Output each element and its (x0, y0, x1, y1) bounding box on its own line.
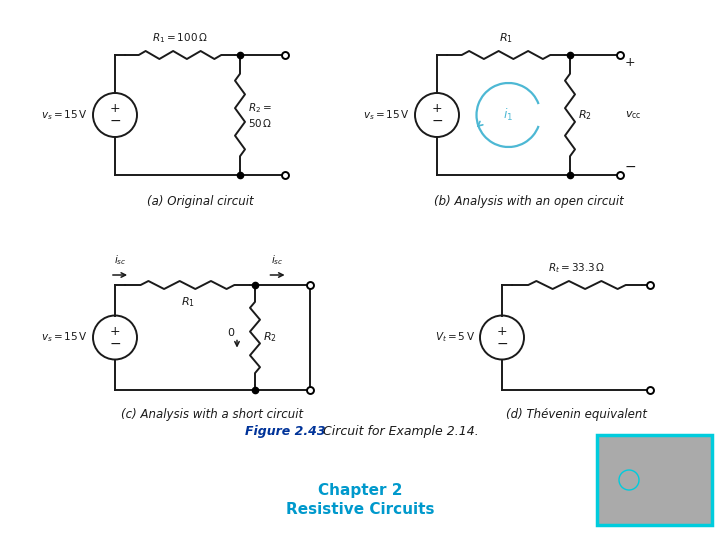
Text: −: − (109, 114, 121, 128)
Text: $R_t = 33.3\,\Omega$: $R_t = 33.3\,\Omega$ (549, 261, 606, 275)
Text: +: + (497, 325, 508, 338)
Text: Resistive Circuits: Resistive Circuits (286, 503, 434, 517)
Text: −: − (431, 114, 443, 128)
Text: $v_s = 15\,\mathrm{V}$: $v_s = 15\,\mathrm{V}$ (41, 330, 88, 345)
Text: 0: 0 (227, 327, 234, 338)
Text: (d) Thévenin equivalent: (d) Thévenin equivalent (505, 408, 647, 421)
Text: (b) Analysis with an open circuit: (b) Analysis with an open circuit (433, 195, 624, 208)
Text: $R_1$: $R_1$ (499, 31, 513, 45)
Text: $R_2$: $R_2$ (263, 330, 277, 345)
Text: Chapter 2: Chapter 2 (318, 483, 402, 497)
Text: $R_2 =$
$50\,\Omega$: $R_2 =$ $50\,\Omega$ (248, 101, 272, 129)
Text: $v_{\mathrm{cc}}$: $v_{\mathrm{cc}}$ (625, 109, 642, 121)
Text: $v_s = 15\,\mathrm{V}$: $v_s = 15\,\mathrm{V}$ (41, 108, 88, 122)
Text: $i_1$: $i_1$ (503, 107, 513, 123)
Text: +: + (432, 103, 442, 116)
Bar (597, 435, 712, 525)
Text: Figure 2.43: Figure 2.43 (245, 425, 325, 438)
Text: $i_{sc}$: $i_{sc}$ (114, 253, 126, 267)
Text: $V_t = 5\,\mathrm{V}$: $V_t = 5\,\mathrm{V}$ (435, 330, 475, 345)
Text: Circuit for Example 2.14.: Circuit for Example 2.14. (315, 425, 479, 438)
Text: −: − (625, 160, 636, 174)
Text: $R_1$: $R_1$ (181, 295, 194, 309)
Text: (c) Analysis with a short circuit: (c) Analysis with a short circuit (122, 408, 304, 421)
Text: +: + (109, 103, 120, 116)
Text: −: − (109, 336, 121, 350)
Text: $R_1 = 100\,\Omega$: $R_1 = 100\,\Omega$ (152, 31, 208, 45)
Text: $v_s = 15\,\mathrm{V}$: $v_s = 15\,\mathrm{V}$ (363, 108, 410, 122)
Text: $i_{sc}$: $i_{sc}$ (271, 253, 284, 267)
Text: −: − (496, 336, 508, 350)
Text: +: + (109, 325, 120, 338)
Text: $R_2$: $R_2$ (578, 108, 592, 122)
Text: (a) Original circuit: (a) Original circuit (147, 195, 253, 208)
Text: +: + (625, 57, 636, 70)
